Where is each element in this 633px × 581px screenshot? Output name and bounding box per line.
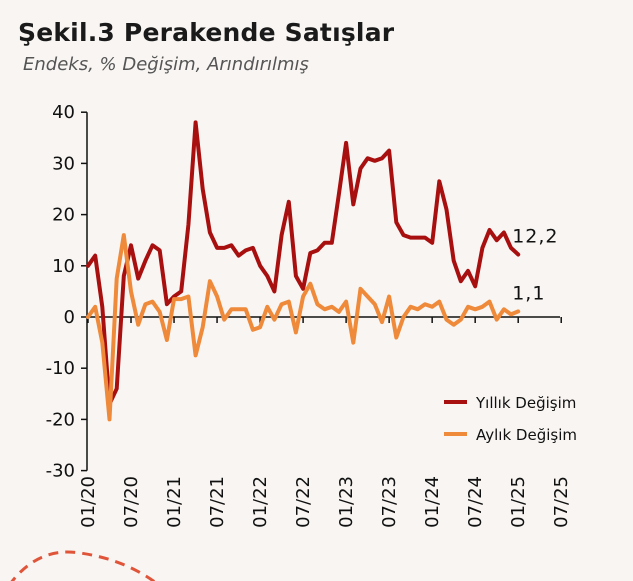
x-tick-label: 01/22 — [250, 476, 271, 528]
y-tick-label: 30 — [52, 153, 75, 174]
series-line — [86, 233, 521, 422]
x-tick-label: 01/24 — [422, 476, 443, 528]
x-tick-label: 01/21 — [164, 476, 185, 528]
y-tick-label: 40 — [52, 102, 75, 123]
x-tick-label: 01/20 — [78, 476, 99, 528]
x-tick-label: 07/21 — [207, 476, 228, 528]
legend-label: Aylık Değişim — [476, 426, 577, 444]
series-line — [86, 120, 521, 406]
y-tick-label: -30 — [46, 461, 75, 482]
y-tick-label: -20 — [46, 409, 75, 430]
x-tick-label: 07/20 — [121, 476, 142, 528]
x-tick-label: 07/23 — [379, 476, 400, 528]
y-tick-label: 0 — [64, 307, 75, 328]
x-tick-label: 07/24 — [465, 476, 486, 528]
y-tick-label: -10 — [46, 358, 75, 379]
y-tick-label: 20 — [52, 205, 75, 226]
chart-title: Şekil.3 Perakende Satışlar — [18, 18, 395, 47]
x-tick-label: 07/25 — [551, 476, 572, 528]
x-tick-label: 01/23 — [336, 476, 357, 528]
end-value-label: 1,1 — [512, 282, 545, 304]
y-tick-label: 10 — [52, 256, 75, 277]
end-value-label: 12,2 — [512, 226, 558, 248]
x-tick-label: 01/25 — [508, 476, 529, 528]
chart-subtitle: Endeks, % Değişim, Arındırılmış — [23, 54, 309, 75]
decorative-arc — [10, 550, 156, 581]
x-tick-label: 07/22 — [293, 476, 314, 528]
legend-label: Yıllık Değişim — [475, 394, 576, 412]
